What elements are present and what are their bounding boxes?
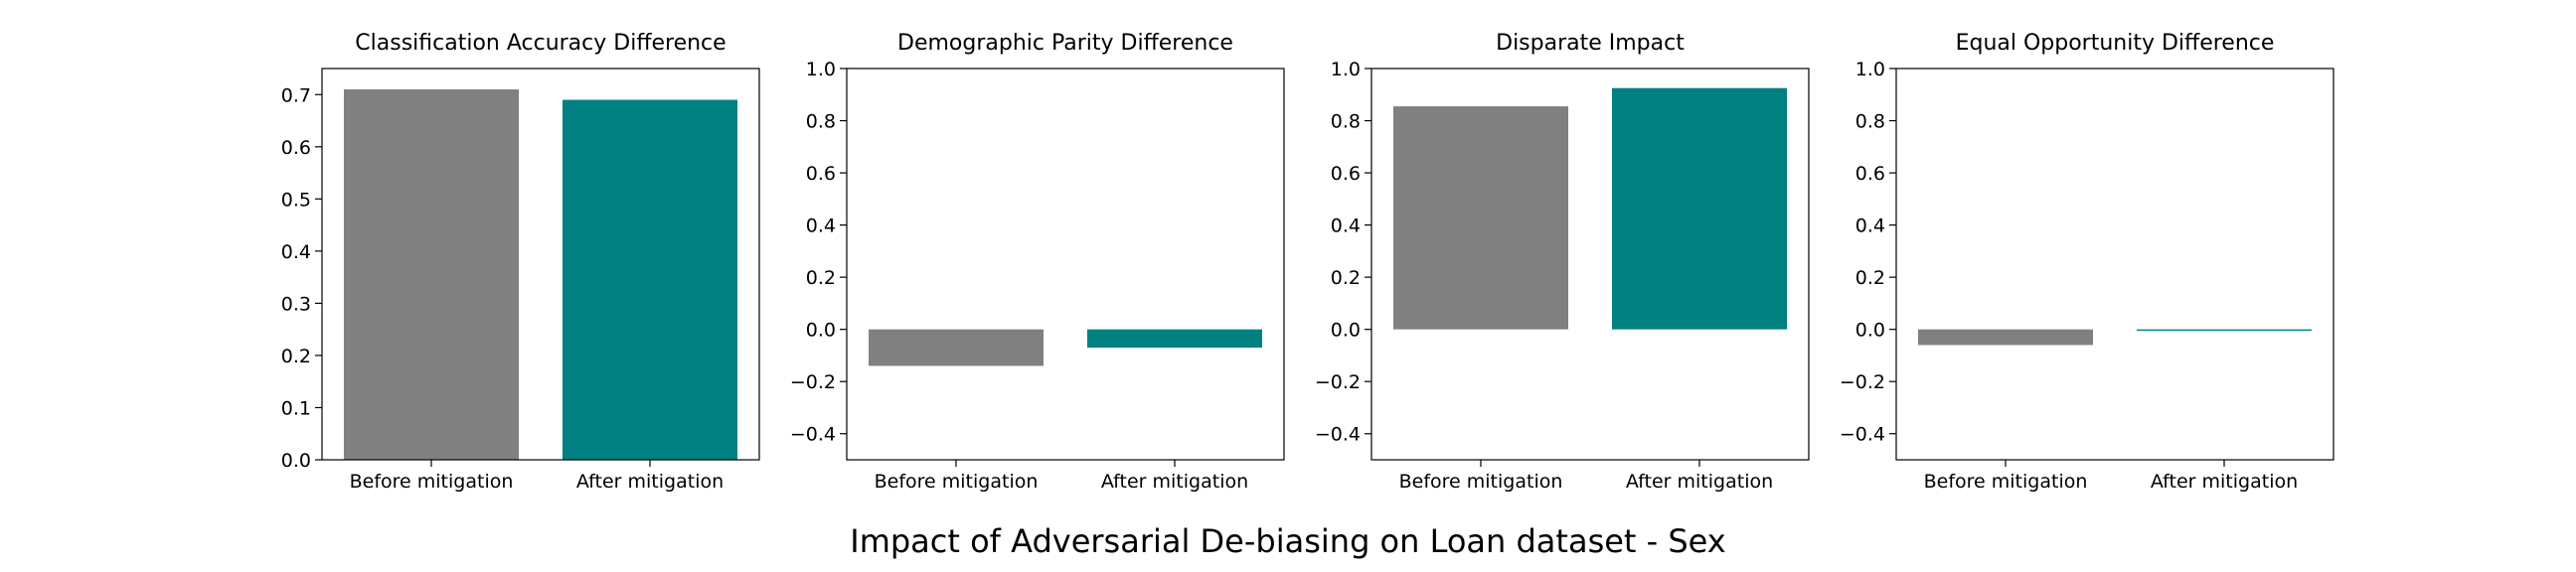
y-tick-label: 0.1 (281, 397, 311, 419)
y-tick-label: −0.4 (790, 424, 836, 446)
y-tick-label: 0.0 (281, 450, 311, 472)
y-tick-label: −0.2 (790, 371, 836, 393)
subplot-panels: Classification Accuracy Difference 0.0 0.1… (281, 31, 2334, 493)
subplot-1: Classification Accuracy Difference 0.0 0.1… (281, 31, 760, 493)
y-tick-label: 0.0 (1855, 320, 1885, 342)
y-tick-label: 0.2 (281, 346, 311, 367)
axes-frame (846, 68, 1285, 461)
subplot-2: Demographic Parity Difference −0.4 −0.2 0.0… (790, 31, 1285, 493)
figure-suptitle: Impact of Adversarial De-biasing on Loan… (850, 522, 1725, 560)
y-tick-label: 0.8 (1855, 111, 1885, 133)
x-tick-label: After mitigation (2151, 471, 2298, 493)
subplot-title: Classification Accuracy Difference (355, 31, 725, 56)
subplot-4: Equal Opportunity Difference −0.4 −0.2 0.0 0… (1840, 31, 2334, 493)
y-tick-label: 0.4 (1855, 215, 1885, 237)
axes-frame (1370, 68, 1810, 461)
y-tick-label: 0.2 (806, 267, 836, 289)
bar-before (869, 329, 1044, 366)
y-tick-label: 0.6 (1331, 163, 1361, 185)
subplot-title: Disparate Impact (1496, 31, 1685, 56)
bar-before (344, 89, 519, 460)
y-tick-label: 0.0 (1331, 320, 1361, 342)
axes-frame (321, 68, 760, 461)
subplot-title: Demographic Parity Difference (897, 31, 1233, 56)
y-tick-label: 1.0 (806, 59, 836, 80)
y-tick-label: 0.4 (1331, 215, 1361, 237)
bar-after (1087, 329, 1262, 349)
y-tick-label: 0.8 (806, 111, 836, 133)
subplot-title: Equal Opportunity Difference (1956, 31, 2275, 56)
y-tick-label: 0.2 (1855, 267, 1885, 289)
bar-after (2137, 329, 2312, 332)
x-tick-label: After mitigation (1101, 471, 1248, 493)
x-tick-label: Before mitigation (1924, 471, 2088, 493)
y-tick-label: −0.4 (1840, 424, 1885, 446)
x-tick-label: Before mitigation (1399, 471, 1563, 493)
bar-before (1918, 329, 2093, 346)
y-tick-label: 0.6 (281, 137, 311, 159)
bar-after (563, 99, 737, 461)
y-tick-label: 0.6 (1855, 163, 1885, 185)
y-tick-label: 0.6 (806, 163, 836, 185)
y-tick-label: 1.0 (1331, 59, 1361, 80)
y-tick-label: 0.7 (281, 84, 311, 106)
subplot-3: Disparate Impact −0.4 −0.2 0.0 0.2 0.4 0.6 0.8 1… (1315, 31, 1810, 493)
y-tick-label: 0.5 (281, 189, 311, 211)
axes-frame (1895, 68, 2334, 461)
x-tick-label: After mitigation (576, 471, 724, 493)
y-tick-label: 1.0 (1855, 59, 1885, 80)
y-tick-label: 0.4 (281, 241, 311, 263)
x-tick-label: Before mitigation (350, 471, 514, 493)
y-tick-label: 0.4 (806, 215, 836, 237)
y-tick-label: 0.0 (806, 320, 836, 342)
x-tick-label: Before mitigation (875, 471, 1039, 493)
y-tick-label: −0.2 (1315, 371, 1361, 393)
y-tick-label: −0.2 (1840, 371, 1885, 393)
y-tick-label: 0.8 (1331, 111, 1361, 133)
y-tick-label: 0.3 (281, 293, 311, 315)
bar-before (1393, 106, 1568, 330)
y-tick-label: −0.4 (1315, 424, 1361, 446)
y-tick-label: 0.2 (1331, 267, 1361, 289)
x-tick-label: After mitigation (1626, 471, 1773, 493)
bar-after (1612, 87, 1787, 330)
